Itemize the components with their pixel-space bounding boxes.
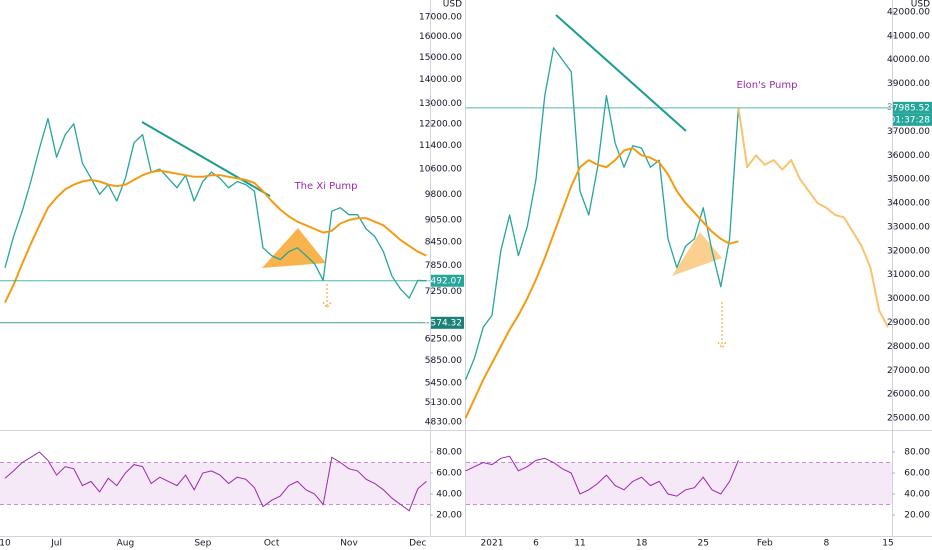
y-tick-label: 39000.00 xyxy=(887,79,930,89)
y-tick-label: 32000.00 xyxy=(887,246,930,256)
x-tick-label: 18 xyxy=(636,539,648,549)
y-tick-label: 9050.00 xyxy=(425,215,462,225)
price-line xyxy=(464,47,740,381)
rsi-tick-label: 60.00 xyxy=(436,469,462,479)
y-tick-label: 27000.00 xyxy=(887,366,930,376)
price-label-box xyxy=(431,274,464,287)
price-line xyxy=(737,107,889,328)
price-label: 7492.07 xyxy=(425,276,462,286)
x-tick-label: 15 xyxy=(882,539,893,549)
y-tick-label: 35000.00 xyxy=(887,175,930,185)
y-tick-label: 12200.00 xyxy=(419,119,462,129)
x-tick-label: 10 xyxy=(0,539,11,549)
countdown-label: 01:37:28 xyxy=(890,115,931,125)
rsi-tick-label: 80.00 xyxy=(436,448,462,458)
rsi-tick-label: 20.00 xyxy=(436,511,462,521)
y-tick-label: 14000.00 xyxy=(419,75,462,85)
y-tick-label: 5450.00 xyxy=(425,379,462,389)
rsi-tick-label: 40.00 xyxy=(436,490,462,500)
trend-line xyxy=(555,14,687,132)
y-tick-label: 31000.00 xyxy=(887,270,930,280)
price-label: 6574.32 xyxy=(425,318,462,328)
x-tick-label: Jul xyxy=(50,539,62,549)
y-tick-label: 7850.00 xyxy=(425,261,462,271)
y-tick-label: 11400.00 xyxy=(419,141,462,151)
y-tick-label: 15000.00 xyxy=(419,53,462,63)
x-tick-label: Dec xyxy=(409,539,426,549)
y-tick-label: 37000.00 xyxy=(887,127,930,137)
y-tick-label: 5130.00 xyxy=(425,398,462,408)
x-tick-label: 11 xyxy=(574,539,585,549)
y-tick-label: 33000.00 xyxy=(887,222,930,232)
y-tick-label: 4830.00 xyxy=(425,418,462,428)
trend-line xyxy=(141,121,271,197)
x-tick-label: Nov xyxy=(340,539,358,549)
x-tick-label: Sep xyxy=(194,539,211,549)
rsi-tick-label: 40.00 xyxy=(904,490,930,500)
rsi-tick-label: 60.00 xyxy=(904,469,930,479)
currency-label: USD xyxy=(443,0,462,10)
price-line xyxy=(4,169,427,304)
annotation: Elon's Pump xyxy=(737,80,798,91)
y-tick-label: 5850.00 xyxy=(425,356,462,366)
rsi-band xyxy=(466,462,892,505)
x-tick-label: 2021 xyxy=(481,539,504,549)
x-tick-label: 25 xyxy=(697,539,708,549)
y-tick-label: 10600.00 xyxy=(419,165,462,175)
y-tick-label: 8450.00 xyxy=(425,238,462,248)
y-tick-label: 40000.00 xyxy=(887,55,930,65)
x-tick-label: 8 xyxy=(824,539,830,549)
x-tick-label: 6 xyxy=(533,539,539,549)
y-tick-label: 25000.00 xyxy=(887,414,930,424)
arrow xyxy=(717,302,727,349)
rsi-tick-label: 20.00 xyxy=(904,511,930,521)
y-tick-label: 34000.00 xyxy=(887,199,930,209)
rsi-line xyxy=(465,455,739,497)
x-tick-label: Oct xyxy=(264,539,280,549)
rsi-line xyxy=(4,451,427,512)
price-label: 37985.52 xyxy=(887,103,930,113)
price-line xyxy=(464,147,739,419)
x-tick-label: Feb xyxy=(757,539,773,549)
y-tick-label: 13000.00 xyxy=(419,99,462,109)
annotation: The Xi Pump xyxy=(294,181,358,192)
price-label-box xyxy=(431,316,464,329)
rsi-tick-label: 80.00 xyxy=(904,448,930,458)
y-tick-label: 17000.00 xyxy=(419,13,462,23)
y-tick-label: 26000.00 xyxy=(887,390,930,400)
currency-label: USD xyxy=(911,0,930,10)
y-tick-label: 28000.00 xyxy=(887,342,930,352)
y-tick-label: 9800.00 xyxy=(425,190,462,200)
x-tick-label: Aug xyxy=(117,539,135,549)
y-tick-label: 16000.00 xyxy=(419,32,462,42)
rsi-band xyxy=(0,462,430,505)
y-tick-label: 36000.00 xyxy=(887,151,930,161)
price-label-box xyxy=(893,101,932,114)
y-tick-label: 6250.00 xyxy=(425,335,462,345)
y-tick-label: 7250.00 xyxy=(425,287,462,297)
triangle-pattern xyxy=(672,232,722,276)
y-tick-label: 29000.00 xyxy=(887,318,930,328)
y-tick-label: 41000.00 xyxy=(887,31,930,41)
y-tick-label: 42000.00 xyxy=(887,7,930,17)
y-tick-label: 30000.00 xyxy=(887,294,930,304)
arrow xyxy=(322,284,332,309)
countdown-box xyxy=(893,113,932,126)
